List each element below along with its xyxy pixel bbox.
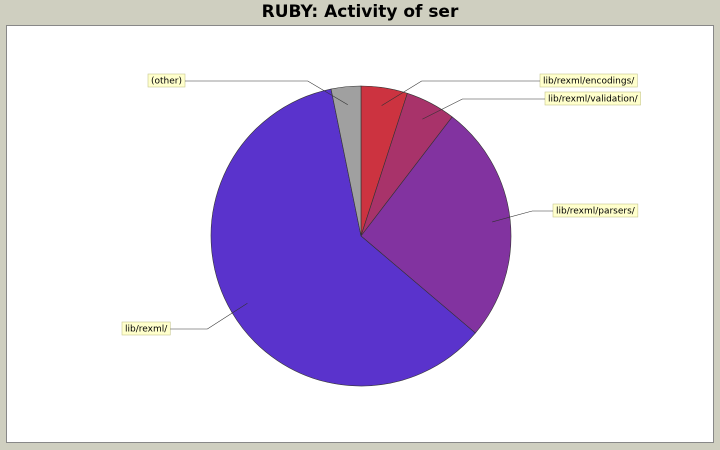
pie-label-lib-rexml-validation: lib/rexml/validation/ bbox=[548, 95, 639, 105]
pie-slice-lib-rexml-parsers bbox=[360, 116, 512, 334]
pie-leader-line-other bbox=[185, 80, 348, 105]
pie-label-box-lib-rexml bbox=[121, 321, 171, 336]
pie-label-box-other bbox=[147, 73, 186, 88]
pie-label-lib-rexml-parsers: lib/rexml/parsers/ bbox=[556, 207, 636, 217]
pie-chart: lib/rexml/encodings/lib/rexml/validation… bbox=[121, 73, 641, 387]
pie-slice-lib-rexml bbox=[210, 88, 476, 387]
pie-leader-line-lib-rexml bbox=[170, 302, 248, 330]
pie-label-box-lib-rexml-validation bbox=[544, 91, 641, 106]
pie-leader-line-lib-rexml-validation bbox=[422, 98, 545, 120]
pie-leader-line-lib-rexml-parsers bbox=[492, 210, 553, 223]
pie-label-lib-rexml: lib/rexml/ bbox=[125, 325, 168, 335]
pie-leader-line-lib-rexml-encodings bbox=[381, 80, 540, 106]
plot-area: lib/rexml/encodings/lib/rexml/validation… bbox=[6, 25, 714, 443]
pie-label-box-lib-rexml-encodings bbox=[539, 73, 638, 88]
pie-label-box-lib-rexml-parsers bbox=[552, 203, 639, 218]
chart-title: RUBY: Activity of ser bbox=[261, 2, 459, 22]
pie-slice-other bbox=[330, 85, 362, 237]
pie-label-other: (other) bbox=[151, 77, 182, 87]
pie-label-lib-rexml-encodings: lib/rexml/encodings/ bbox=[543, 77, 635, 87]
